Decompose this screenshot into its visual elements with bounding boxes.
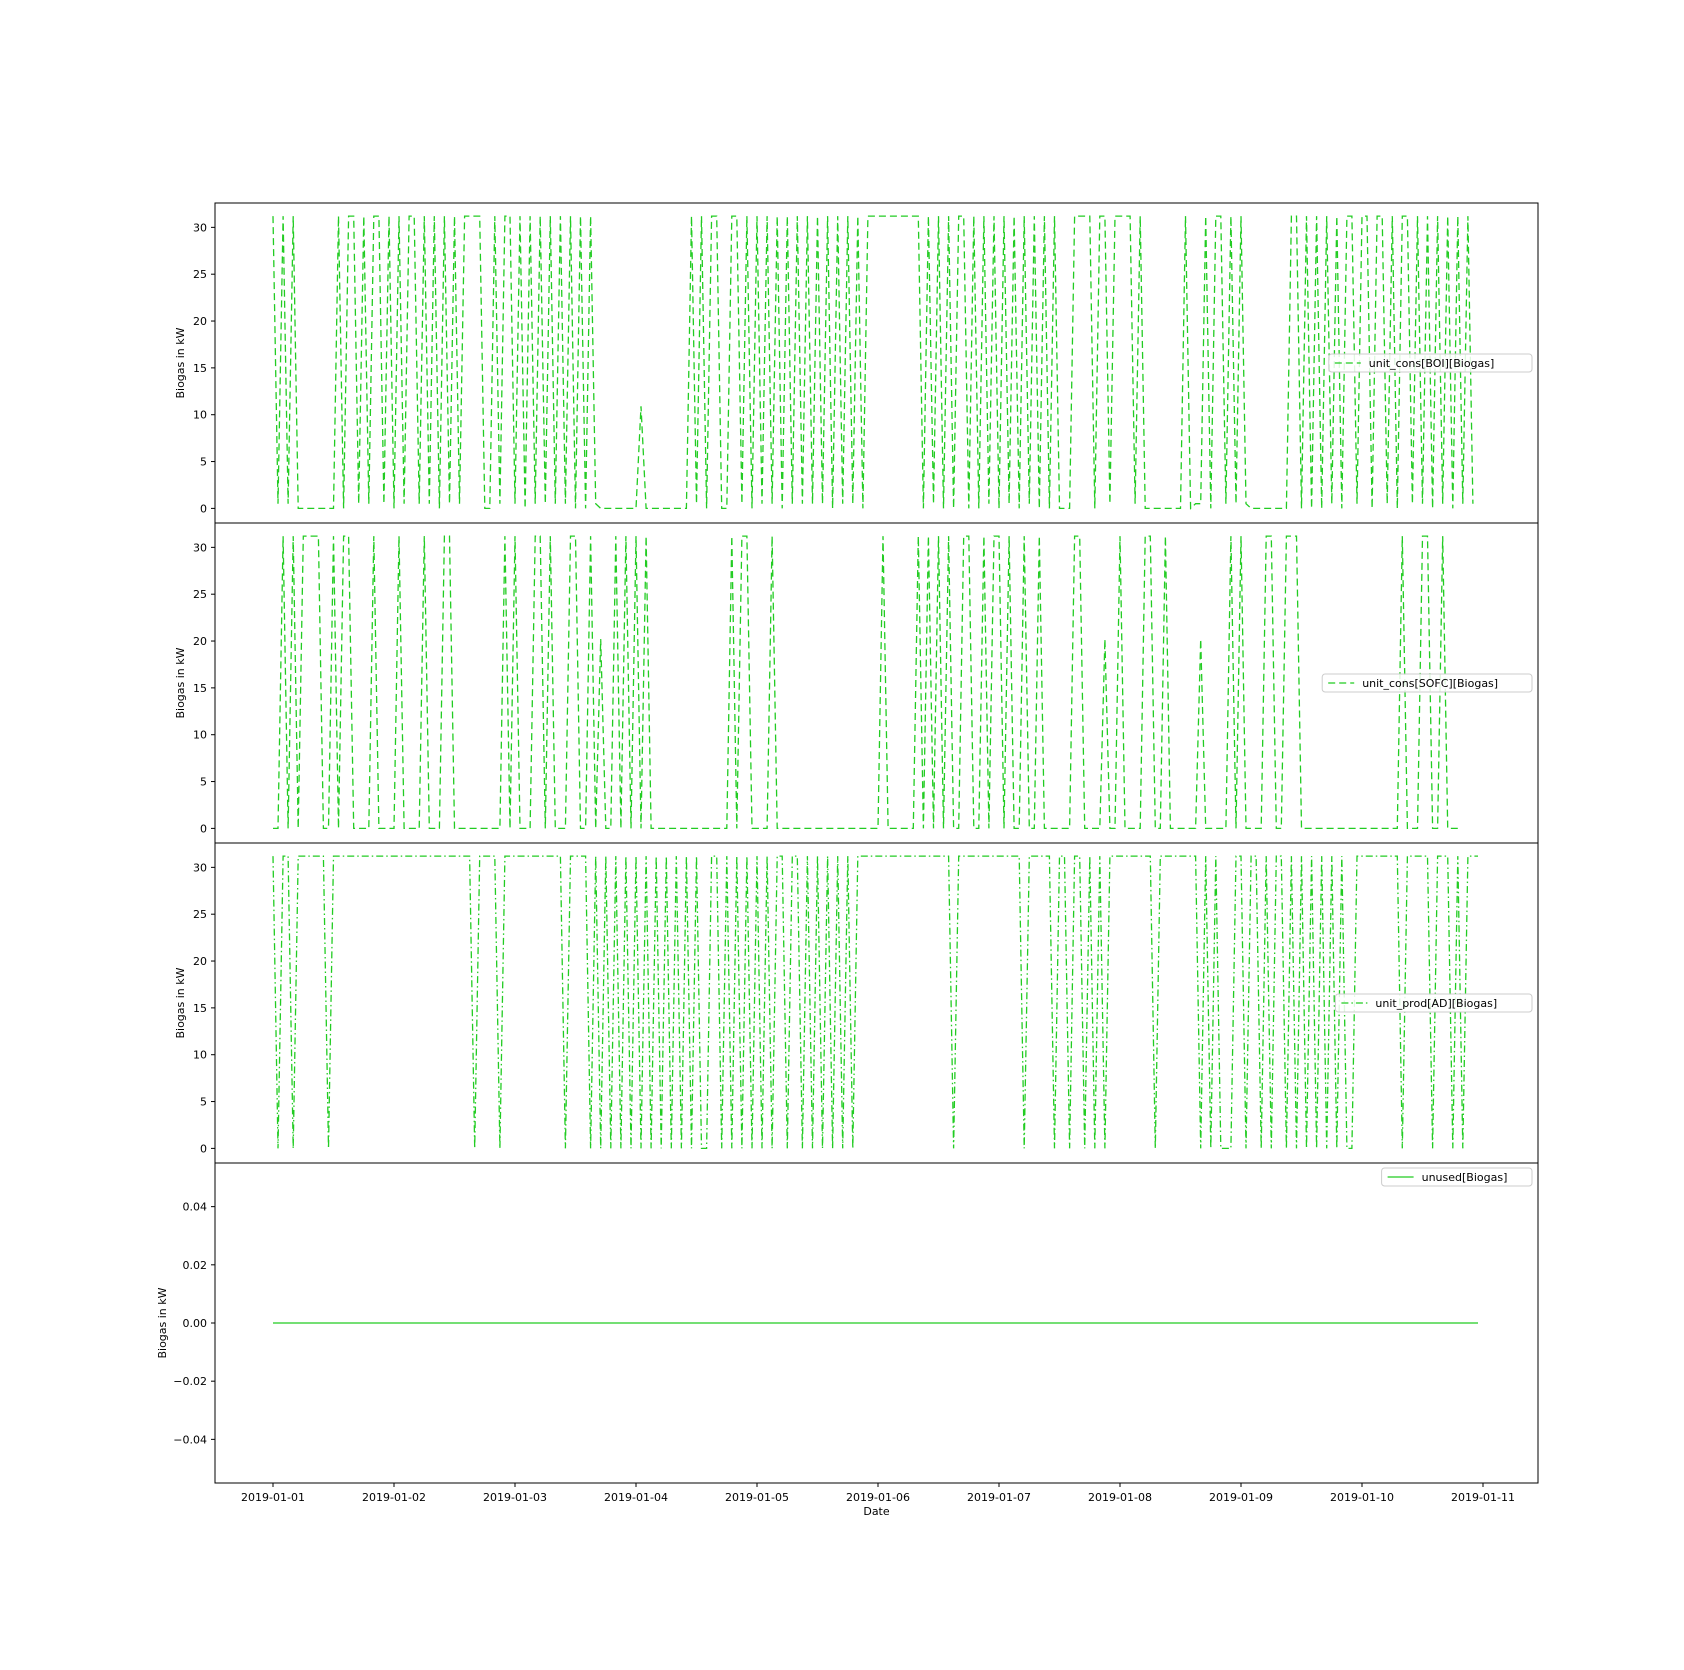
y-tick-label: 25 xyxy=(193,588,207,601)
legend-label: unused[Biogas] xyxy=(1422,1171,1508,1184)
y-tick-label: 30 xyxy=(193,861,207,874)
y-axis-label: Biogas in kW xyxy=(174,327,187,398)
legend-label: unit_cons[SOFC][Biogas] xyxy=(1362,677,1498,690)
legend-label: unit_prod[AD][Biogas] xyxy=(1375,997,1497,1010)
panel-2: 0 5 10 15 20 25 30 Biogas in kW unit_cons[SOFC][… xyxy=(174,522,1539,844)
x-tick-label: 2019-01-09 xyxy=(1209,1491,1273,1504)
legend-box xyxy=(1334,993,1533,1013)
x-tick-label: 2019-01-11 xyxy=(1451,1491,1515,1504)
panels: 0 5 10 15 20 25 30 Biogas in kW unit_cons[BOI][B… xyxy=(156,202,1539,1484)
panel-frame xyxy=(214,1162,1539,1484)
y-tick-label: −0.04 xyxy=(173,1433,207,1446)
y-axis-label: Biogas in kW xyxy=(174,647,187,718)
legend: unit_prod[AD][Biogas] xyxy=(1334,993,1533,1013)
y-tick-label: 15 xyxy=(193,1002,207,1015)
y-tick-label: −0.02 xyxy=(173,1375,207,1388)
y-axis-label: Biogas in kW xyxy=(174,967,187,1038)
x-tick-label: 2019-01-02 xyxy=(362,1491,426,1504)
x-tick-label: 2019-01-05 xyxy=(725,1491,789,1504)
y-tick-label: 5 xyxy=(200,456,207,469)
series-line xyxy=(272,215,1474,510)
legend: unit_cons[SOFC][Biogas] xyxy=(1321,673,1533,693)
y-tick-label: 10 xyxy=(193,409,207,422)
legend-box xyxy=(1381,1167,1533,1187)
y-tick-label: 20 xyxy=(193,635,207,648)
y-tick-label: 0 xyxy=(200,822,207,835)
legend: unused[Biogas] xyxy=(1381,1167,1533,1187)
y-tick-label: 0.02 xyxy=(183,1259,208,1272)
x-tick-label: 2019-01-07 xyxy=(967,1491,1031,1504)
y-tick-label: 0.04 xyxy=(183,1201,208,1214)
y-tick-label: 10 xyxy=(193,729,207,742)
panel-1: 0 5 10 15 20 25 30 Biogas in kW unit_cons[BOI][B… xyxy=(174,202,1539,524)
series-line xyxy=(272,855,1478,1150)
y-tick-label: 5 xyxy=(200,776,207,789)
panel-3: 0 5 10 15 20 25 30 Biogas in kW unit_prod[AD][Bi… xyxy=(174,842,1539,1164)
x-axis-label: Date xyxy=(863,1505,890,1518)
series-line xyxy=(273,535,1458,830)
y-tick-label: 0.00 xyxy=(183,1317,208,1330)
x-axis: 2019-01-01 2019-01-02 2019-01-03 2019-01-04… xyxy=(241,1483,1515,1504)
y-tick-label: 25 xyxy=(193,268,207,281)
y-tick-label: 20 xyxy=(193,955,207,968)
y-tick-label: 0 xyxy=(200,502,207,515)
y-tick-label: 30 xyxy=(193,541,207,554)
x-tick-label: 2019-01-10 xyxy=(1330,1491,1394,1504)
y-tick-label: 20 xyxy=(193,315,207,328)
x-tick-label: 2019-01-06 xyxy=(846,1491,910,1504)
legend-label: unit_cons[BOI][Biogas] xyxy=(1369,357,1495,370)
x-tick-label: 2019-01-01 xyxy=(241,1491,305,1504)
y-tick-label: 15 xyxy=(193,682,207,695)
legend-box xyxy=(1321,673,1533,693)
y-tick-label: 5 xyxy=(200,1096,207,1109)
y-axis-label: Biogas in kW xyxy=(156,1287,169,1358)
y-tick-label: 30 xyxy=(193,221,207,234)
y-tick-label: 0 xyxy=(200,1142,207,1155)
y-tick-label: 10 xyxy=(193,1049,207,1062)
x-tick-label: 2019-01-03 xyxy=(483,1491,547,1504)
panel-4: −0.04 −0.02 0.00 0.02 0.04 Biogas in kW unused… xyxy=(156,1162,1539,1484)
x-tick-label: 2019-01-08 xyxy=(1088,1491,1152,1504)
legend-box xyxy=(1328,353,1533,373)
x-tick-label: 2019-01-04 xyxy=(604,1491,668,1504)
legend: unit_cons[BOI][Biogas] xyxy=(1328,353,1533,373)
y-tick-label: 15 xyxy=(193,362,207,375)
y-tick-label: 25 xyxy=(193,908,207,921)
